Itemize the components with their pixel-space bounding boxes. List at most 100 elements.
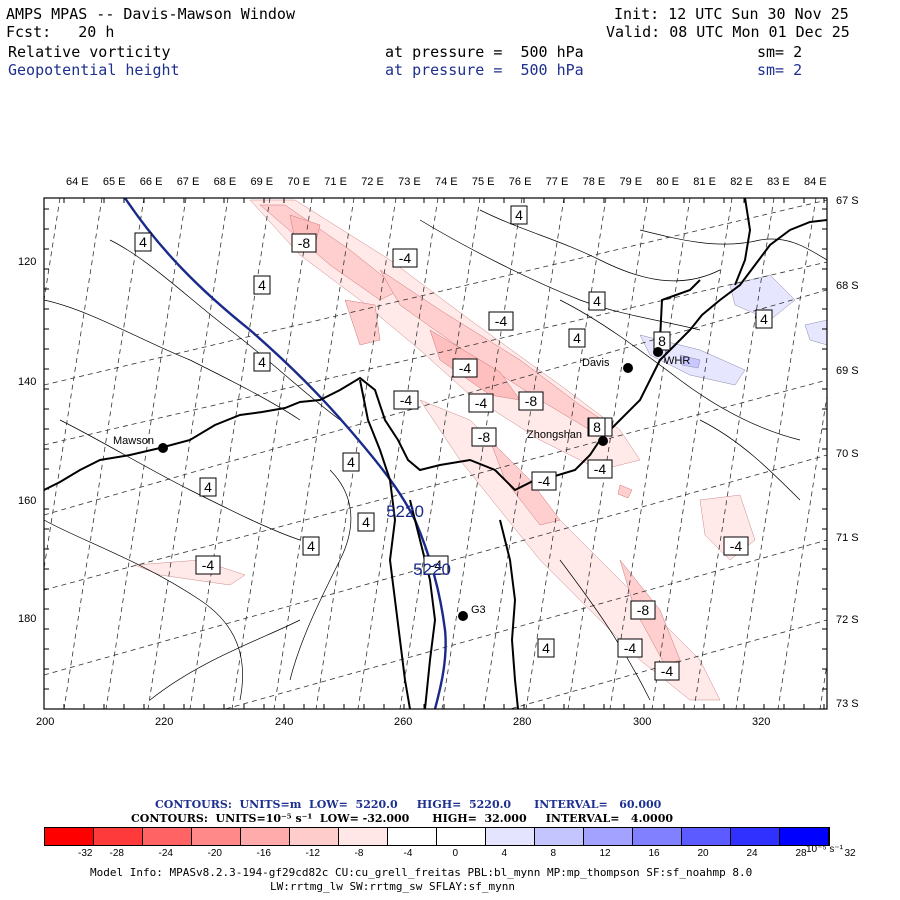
vorticity-contour-label: -8 <box>471 427 497 447</box>
svg-text:4: 4 <box>307 538 315 554</box>
height-contour-label: 5220 <box>386 502 424 521</box>
station-marker: G3 <box>458 604 486 621</box>
height-contour-5220 <box>124 198 447 709</box>
y-tick-label: 160 <box>18 495 37 507</box>
vorticity-contour-label: -4 <box>468 393 494 413</box>
x-tick-label: 220 <box>155 716 174 728</box>
longitude-label: 68 E <box>213 176 237 188</box>
colorbar-label: 20 <box>697 848 709 859</box>
vorticity-contour-label: -4 <box>617 638 643 658</box>
colorbar-units: 10⁻⁵ s⁻¹ <box>806 844 843 855</box>
colorbar-label: 12 <box>599 848 611 859</box>
y-tick-label: 180 <box>18 613 37 625</box>
y-tick-label: 120 <box>18 256 37 268</box>
height-contour-legend: CONTOURS: UNITS=m LOW= 5220.0 HIGH= 5220… <box>155 798 662 811</box>
colorbar-swatch <box>143 828 192 845</box>
svg-text:4: 4 <box>542 640 550 656</box>
longitude-label: 79 E <box>619 176 643 188</box>
vorticity-contour-label: 4 <box>510 205 528 225</box>
svg-text:-4: -4 <box>202 557 215 573</box>
field2-name: Geopotential height <box>8 61 180 79</box>
longitude-label: 67 E <box>176 176 200 188</box>
colorbar-swatch <box>290 828 339 845</box>
x-tick-label: 280 <box>513 716 532 728</box>
vorticity-contour-label: 4 <box>357 512 375 532</box>
colorbar-label: -32 <box>78 848 93 859</box>
vorticity-contour-label: -4 <box>393 390 419 410</box>
vorticity-contour-label: 4 <box>199 477 217 497</box>
svg-text:8: 8 <box>593 419 601 435</box>
colorbar-label: 24 <box>746 848 758 859</box>
positive-vorticity-shading <box>639 274 827 386</box>
vorticity-contour-label: 4 <box>253 352 271 372</box>
svg-text:-8: -8 <box>298 235 311 251</box>
vorticity-contour-label: 4 <box>342 452 360 472</box>
svg-text:Davis: Davis <box>582 357 610 369</box>
colorbar-label: 32 <box>844 848 856 859</box>
latitude-label: 70 S <box>836 448 859 460</box>
svg-text:-8: -8 <box>637 602 650 618</box>
colorbar-label: 0 <box>452 848 459 859</box>
lat-lon-grid <box>44 198 827 709</box>
colorbar-swatch <box>339 828 388 845</box>
x-tick-label: 240 <box>275 716 294 728</box>
colorbar-label: 28 <box>795 848 807 859</box>
station-marker: Zhongshan <box>527 429 608 446</box>
vorticity-contour-label: 8 <box>588 417 606 437</box>
colorbar-label: 8 <box>550 848 557 859</box>
field1-name: Relative vorticity <box>8 43 171 61</box>
longitude-label: 78 E <box>582 176 606 188</box>
vorticity-contour-label: -8 <box>630 600 656 620</box>
vorticity-contour-label: 4 <box>537 638 555 658</box>
vorticity-contour-label: 4 <box>568 328 586 348</box>
x-tick-label: 300 <box>633 716 652 728</box>
vorticity-contour-legend: CONTOURS: UNITS=10⁻⁵ s⁻¹ LOW= -32.000 HI… <box>131 812 674 825</box>
vorticity-contour-label: 4 <box>134 232 152 252</box>
svg-text:4: 4 <box>362 514 370 530</box>
vorticity-contour-label: -4 <box>488 311 514 331</box>
latitude-label: 67 S <box>836 195 859 207</box>
latitude-label: 71 S <box>836 532 859 544</box>
vorticity-contour-label: 4 <box>253 275 271 295</box>
svg-text:4: 4 <box>593 293 601 309</box>
x-tick-label: 320 <box>752 716 771 728</box>
svg-text:Zhongshan: Zhongshan <box>527 429 582 441</box>
svg-text:-4: -4 <box>730 538 743 554</box>
svg-text:4: 4 <box>347 454 355 470</box>
longitude-label: 64 E <box>66 176 89 188</box>
longitude-label: 82 E <box>730 176 753 188</box>
svg-text:-4: -4 <box>400 392 413 408</box>
colorbar-swatch <box>486 828 535 845</box>
svg-text:-4: -4 <box>459 360 472 376</box>
colorbar-label: -12 <box>305 848 320 859</box>
init-time: Init: 12 UTC Sun 30 Nov 25 <box>614 5 849 23</box>
colorbar-swatch <box>45 828 94 845</box>
longitude-label: 72 E <box>361 176 384 188</box>
colorbar-label: 16 <box>648 848 660 859</box>
x-tick-label: 260 <box>394 716 413 728</box>
svg-text:-4: -4 <box>624 640 637 656</box>
svg-text:4: 4 <box>204 479 212 495</box>
vorticity-contour-label: -8 <box>291 233 317 253</box>
longitude-label: 65 E <box>102 176 126 188</box>
field2-pressure: at pressure = 500 hPa <box>385 61 584 79</box>
longitude-label: 71 E <box>324 176 347 188</box>
svg-text:-8: -8 <box>525 393 538 409</box>
colorbar <box>44 827 830 846</box>
vorticity-contour-label: -8 <box>518 391 544 411</box>
svg-text:G3: G3 <box>471 604 486 616</box>
svg-text:4: 4 <box>515 207 523 223</box>
colorbar-label: -20 <box>207 848 222 859</box>
colorbar-swatch <box>388 828 437 845</box>
latitude-label: 73 S <box>836 698 859 710</box>
vorticity-contour-label: -4 <box>452 358 478 378</box>
svg-text:4: 4 <box>258 277 266 293</box>
colorbar-swatch <box>192 828 241 845</box>
longitude-label: 83 E <box>767 176 790 188</box>
field1-smooth: sm= 2 <box>757 43 803 61</box>
colorbar-label: -4 <box>403 848 413 859</box>
longitude-label: 70 E <box>287 176 311 188</box>
vorticity-contour-label: -4 <box>531 471 557 491</box>
svg-text:Mawson: Mawson <box>113 435 154 447</box>
